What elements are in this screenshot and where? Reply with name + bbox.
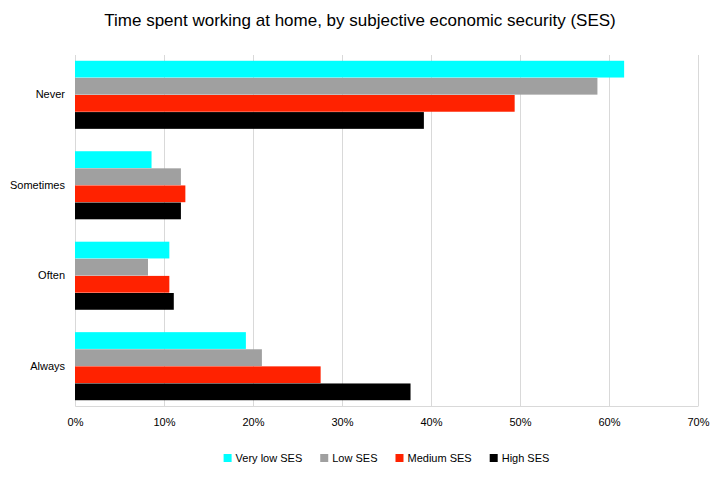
x-tick-label: 40% <box>420 416 442 428</box>
bar <box>75 112 424 129</box>
y-axis: Never Sometimes Often Always <box>10 56 76 407</box>
legend-item: Medium SES <box>395 452 471 464</box>
chart: Time spent working at home, by subjectiv… <box>0 0 720 478</box>
bar <box>75 332 246 349</box>
legend-item: Low SES <box>320 452 377 464</box>
bar <box>75 168 181 185</box>
title: Time spent working at home, by subjectiv… <box>104 11 615 30</box>
bar <box>75 185 185 202</box>
y-tick: Always <box>30 360 75 372</box>
legend-swatch <box>224 454 232 462</box>
bar <box>75 276 169 293</box>
y-tick: Never <box>36 88 75 100</box>
bar <box>75 366 321 383</box>
bar <box>75 95 515 112</box>
legend-label: Medium SES <box>407 452 471 464</box>
bars <box>75 61 624 400</box>
bar <box>75 293 174 310</box>
bar <box>75 203 181 220</box>
bar <box>75 242 169 259</box>
legend-swatch <box>395 454 403 462</box>
y-tick-label: Always <box>30 360 65 372</box>
x-tick: 70% <box>687 55 709 428</box>
grid-line <box>520 55 521 406</box>
x-tick-label: 50% <box>509 416 531 428</box>
legend: Very low SES Low SES Medium SES High SES <box>224 452 550 464</box>
bar <box>75 349 262 366</box>
y-tick-label: Often <box>38 269 65 281</box>
bar <box>75 259 148 276</box>
legend-label: Very low SES <box>236 452 303 464</box>
x-axis-line <box>76 406 699 407</box>
bar <box>75 383 411 400</box>
plot: 0% 10% 20% 30% 40% 50% 60% 70% Never Sometimes Oft… <box>10 55 710 428</box>
x-axis: 0% 10% 20% 30% 40% 50% 60% 70% <box>68 55 710 428</box>
x-tick-label: 60% <box>598 416 620 428</box>
x-tick-label: 30% <box>331 416 353 428</box>
y-tick: Sometimes <box>10 179 75 191</box>
legend-label: Low SES <box>332 452 377 464</box>
legend-item: High SES <box>490 452 550 464</box>
y-tick-label: Never <box>36 88 66 100</box>
bar <box>75 151 152 168</box>
x-tick: 60% <box>598 55 620 428</box>
y-tick-label: Sometimes <box>10 179 66 191</box>
bar <box>75 78 597 95</box>
y-tick: Often <box>38 269 75 281</box>
legend-swatch <box>490 454 498 462</box>
x-tick-label: 70% <box>687 416 709 428</box>
x-tick-label: 10% <box>153 416 175 428</box>
bar <box>75 61 624 78</box>
x-tick-label: 20% <box>242 416 264 428</box>
legend-swatch <box>320 454 328 462</box>
legend-item: Very low SES <box>224 452 303 464</box>
grid-line <box>609 55 610 406</box>
grid-line <box>698 55 699 406</box>
legend-label: High SES <box>502 452 550 464</box>
x-tick-label: 0% <box>68 416 84 428</box>
